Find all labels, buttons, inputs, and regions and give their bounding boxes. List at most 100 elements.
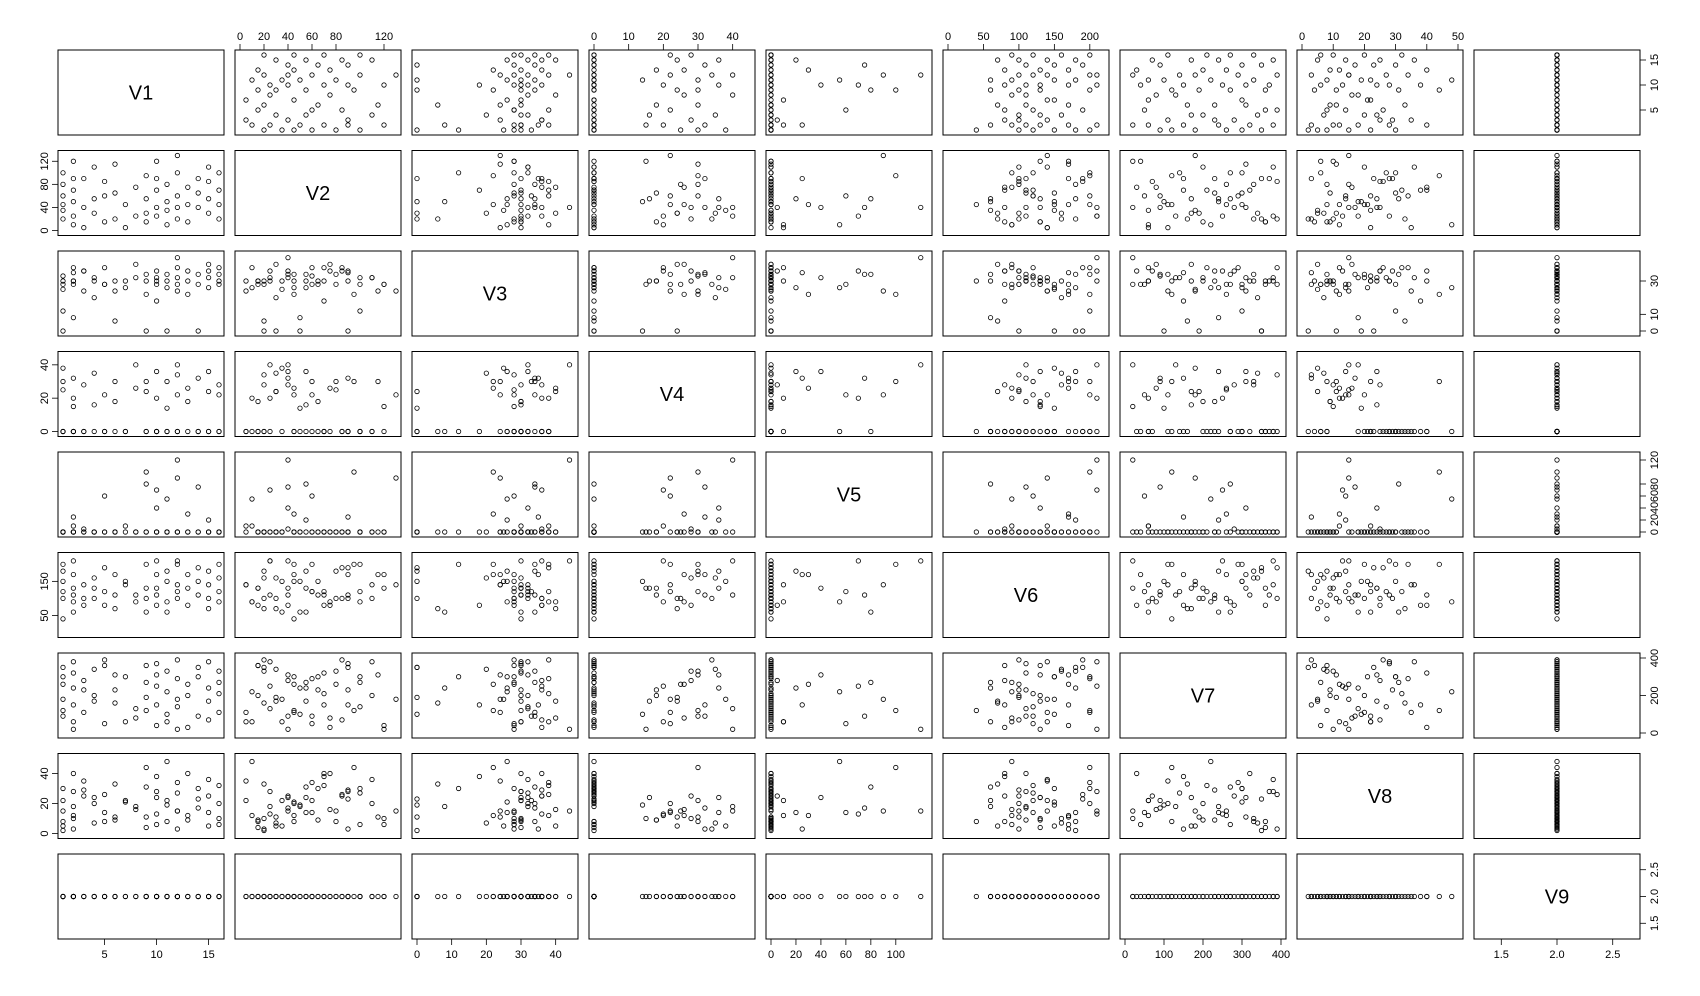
point-V6-V8-33 — [1324, 568, 1330, 574]
point-V9-V8-59 — [1346, 893, 1352, 900]
point-V9-V8-20 — [1364, 893, 1371, 900]
point-V7-V9-36 — [1554, 676, 1560, 682]
point-V5-V4-32 — [591, 496, 597, 502]
point-V2-V8-51 — [1361, 201, 1368, 208]
point-V3-V5-16 — [843, 281, 849, 287]
tick-label-bottom-V3: 10 — [446, 949, 458, 961]
point-V1-V3-21 — [553, 92, 559, 98]
point-V1-V6-41 — [1037, 67, 1043, 73]
point-V3-V2-55 — [375, 288, 381, 294]
panel-V1-V3 — [411, 49, 579, 136]
point-V6-V2-17 — [339, 565, 345, 571]
point-V4-V7-52 — [1227, 428, 1233, 435]
point-V1-V6-0 — [973, 127, 979, 133]
point-V6-V1-20 — [122, 578, 129, 584]
point-V6-V5-29 — [855, 558, 861, 564]
point-V1-V7-21 — [1153, 92, 1159, 98]
point-V9-V7-54 — [1145, 893, 1152, 900]
point-V1-V4-27 — [716, 82, 722, 88]
panel-V5-V1 — [57, 451, 225, 538]
point-V7-V1-34 — [164, 719, 170, 725]
point-V2-V1-12 — [81, 204, 87, 211]
point-V3-V2-58 — [255, 281, 261, 287]
point-V8-V1-2 — [60, 827, 66, 834]
point-V9-V4-45 — [674, 893, 680, 900]
point-V5-V8-55 — [1333, 529, 1339, 535]
point-V6-V1-34 — [164, 609, 170, 615]
point-V8-V5-52 — [768, 821, 774, 828]
point-V9-V5-43 — [861, 893, 868, 900]
point-V6-V5-46 — [768, 582, 774, 588]
point-V2-V9-58 — [1554, 219, 1560, 225]
point-V2-V3-33 — [532, 181, 538, 187]
point-V9-V3-4 — [455, 893, 462, 900]
point-V7-V6-5 — [1051, 696, 1057, 702]
point-V3-V4-29 — [660, 268, 666, 274]
point-V7-V4-28 — [591, 702, 597, 708]
point-V6-V4-18 — [591, 606, 597, 612]
point-V8-V9-23 — [1554, 764, 1560, 771]
point-V3-V7-12 — [1231, 268, 1237, 274]
point-V6-V8-30 — [1386, 592, 1392, 598]
point-V2-V3-3 — [528, 193, 535, 199]
point-V9-V8-48 — [1377, 893, 1383, 900]
point-V7-V3-50 — [546, 691, 552, 697]
point-V1-V7-49 — [1251, 52, 1257, 58]
point-V8-V7-16 — [1141, 809, 1148, 816]
point-V9-V1-25 — [143, 893, 149, 900]
point-V1-V4-29 — [660, 82, 666, 88]
point-V6-V7-51 — [1165, 561, 1171, 567]
point-V5-V1-12 — [81, 526, 87, 532]
point-V2-V5-57 — [768, 196, 774, 202]
point-V7-V1-36 — [174, 676, 180, 682]
point-V3-V2-12 — [285, 268, 291, 274]
point-V1-V6-26 — [1065, 82, 1072, 88]
point-V7-V6-18 — [995, 700, 1001, 706]
point-V2-V4-26 — [591, 158, 597, 164]
point-V2-V8-35 — [1346, 152, 1352, 159]
point-V1-V4-39 — [681, 67, 687, 73]
point-V4-V2-10 — [267, 428, 273, 435]
point-V3-V7-25 — [1196, 328, 1202, 334]
point-V4-V8-14 — [1361, 428, 1368, 435]
point-V4-V8-13 — [1408, 428, 1414, 435]
point-V6-V1-2 — [60, 568, 66, 574]
point-V7-V2-3 — [309, 713, 315, 719]
point-V6-V7-24 — [1227, 609, 1233, 615]
point-V3-V2-57 — [303, 278, 309, 284]
point-V3-V6-54 — [1044, 278, 1050, 284]
point-V5-V7-32 — [1208, 496, 1214, 502]
point-V7-V2-6 — [249, 719, 255, 725]
tick-label-right-V1: 15 — [1649, 54, 1661, 66]
point-V1-V8-49 — [1330, 52, 1336, 58]
point-V6-V8-23 — [1436, 561, 1442, 567]
point-V6-V1-11 — [70, 585, 77, 591]
point-V3-V4-35 — [667, 288, 673, 294]
point-V6-V2-54 — [243, 582, 249, 588]
point-V6-V8-19 — [1327, 592, 1333, 598]
point-V3-V2-41 — [255, 278, 261, 284]
point-V4-V5-47 — [793, 368, 799, 375]
point-V5-V8-54 — [1368, 523, 1374, 529]
tick-label-bottom-V5: 100 — [887, 949, 905, 961]
point-V6-V7-32 — [1208, 599, 1214, 605]
point-V9-V6-50 — [1030, 893, 1036, 900]
point-V3-V9-39 — [1554, 291, 1560, 297]
point-V2-V4-55 — [695, 161, 701, 167]
point-V2-V4-8 — [591, 199, 597, 205]
point-V7-V1-48 — [206, 717, 212, 723]
point-V4-V7-1 — [1223, 387, 1230, 393]
point-V6-V3-31 — [414, 578, 420, 584]
point-V9-V8-13 — [1408, 893, 1414, 900]
point-V6-V1-15 — [91, 575, 97, 581]
point-V1-V6-11 — [1037, 122, 1043, 128]
point-V4-V9-51 — [1554, 392, 1560, 398]
point-V3-V4-45 — [674, 261, 680, 267]
point-V4-V6-34 — [987, 428, 994, 435]
point-V4-V7-51 — [1165, 392, 1171, 398]
point-V1-V7-51 — [1165, 52, 1171, 58]
point-V7-V6-39 — [1065, 681, 1072, 687]
point-V9-V8-52 — [1318, 893, 1324, 900]
point-V7-V6-4 — [1087, 674, 1093, 680]
point-V6-V4-1 — [678, 595, 684, 602]
